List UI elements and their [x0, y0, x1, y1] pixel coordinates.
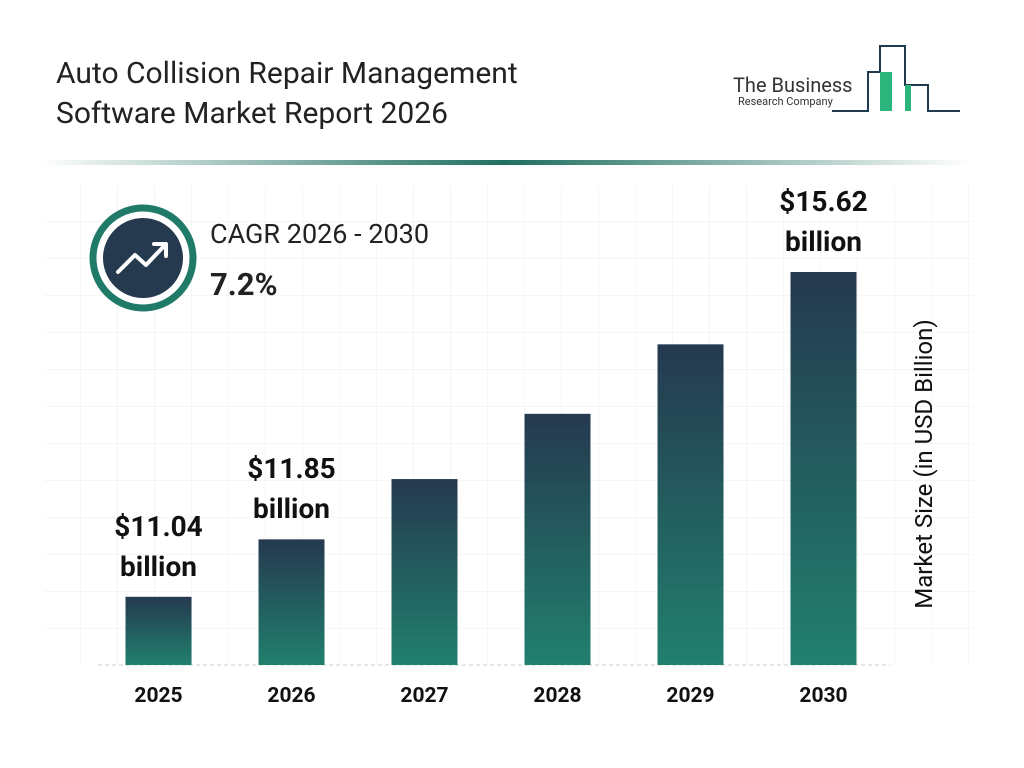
- bar: [524, 413, 591, 665]
- bar: [657, 344, 724, 665]
- cagr-icon: [89, 204, 197, 312]
- logo-text: The Business: [733, 73, 853, 97]
- logo-mark: [832, 45, 960, 112]
- bar: [790, 272, 857, 665]
- cagr-value: 7.2%: [210, 266, 278, 303]
- cagr-label: CAGR 2026 - 2030: [210, 218, 430, 250]
- title: Auto Collision Repair Management Softwar…: [56, 56, 518, 131]
- bar: [258, 539, 325, 665]
- logo-subtext: Research Company: [738, 95, 833, 108]
- bar: [391, 479, 458, 665]
- bar: [125, 596, 192, 665]
- y-axis-label: Market Size (in USD Billion): [910, 319, 938, 609]
- x-tick-label: 2026: [267, 684, 316, 708]
- data-label: $15.62 billion: [779, 185, 868, 258]
- x-tick-label: 2028: [533, 684, 582, 708]
- data-label: $11.85 billion: [247, 452, 336, 526]
- x-tick-label: 2030: [799, 684, 848, 708]
- data-label: $11.04 billion: [114, 509, 203, 583]
- separator: [40, 160, 970, 165]
- x-tick-label: 2027: [400, 684, 449, 708]
- x-tick-label: 2029: [666, 684, 715, 708]
- x-tick-label: 2025: [134, 684, 183, 708]
